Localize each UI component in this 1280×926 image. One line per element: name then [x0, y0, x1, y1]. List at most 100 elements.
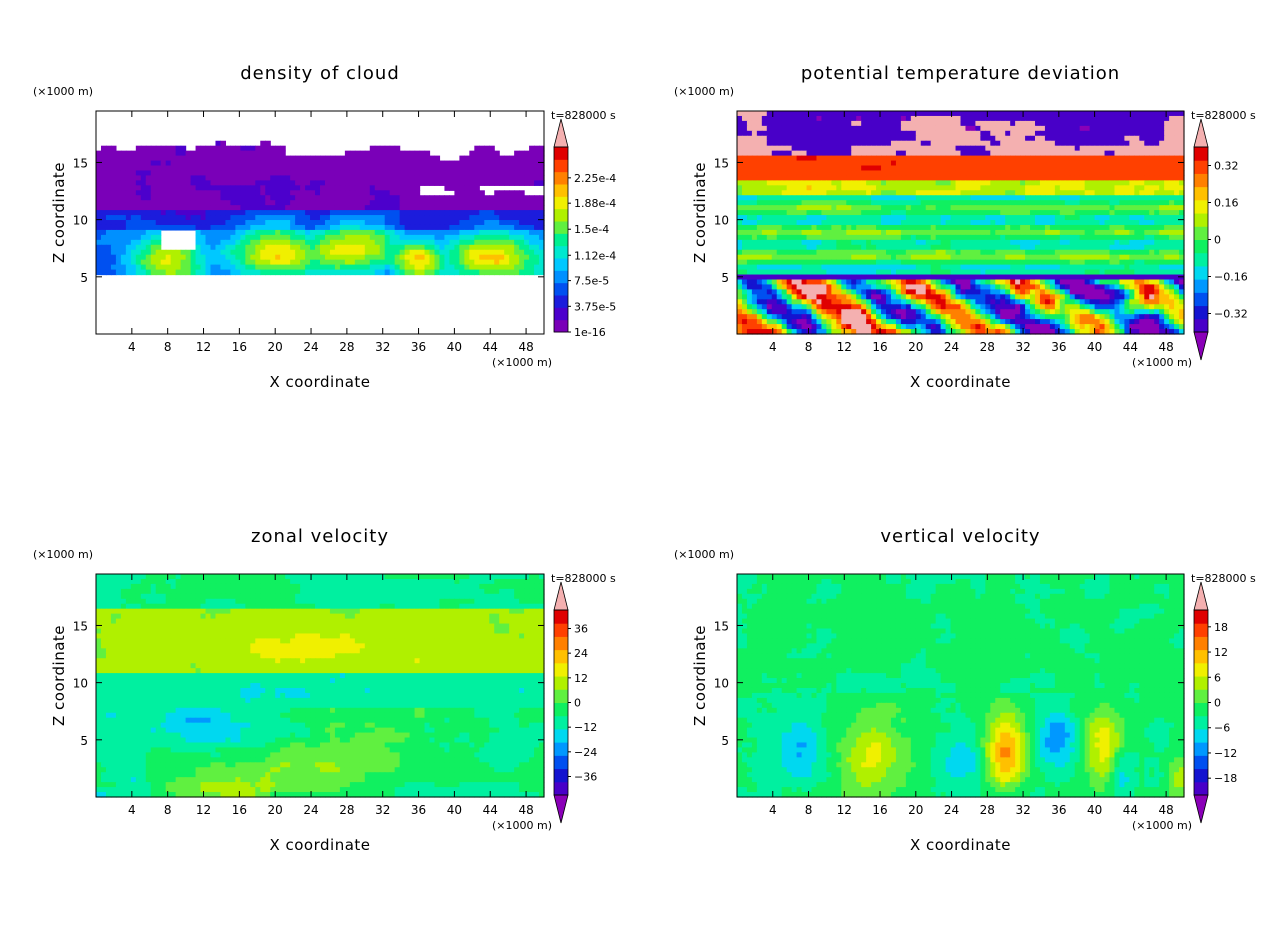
heatmap-cell — [905, 215, 912, 221]
heatmap-cell — [1149, 215, 1155, 221]
heatmap-cell — [1030, 155, 1036, 162]
heatmap-cell — [504, 215, 510, 221]
heatmap-cell — [975, 254, 981, 261]
heatmap-cell — [806, 111, 813, 117]
heatmap-cell — [469, 215, 475, 221]
heatmap-cell — [881, 234, 887, 241]
heatmap-cell — [1134, 140, 1140, 147]
heatmap-cell — [484, 150, 490, 157]
heatmap-cell — [339, 249, 346, 256]
heatmap-cell — [1134, 125, 1140, 132]
heatmap-cell — [856, 239, 862, 246]
heatmap-cell — [766, 185, 773, 191]
heatmap-cell — [250, 224, 256, 231]
heatmap-cell — [464, 155, 470, 162]
heatmap-cell — [761, 140, 768, 147]
heatmap-cell — [1015, 195, 1021, 201]
heatmap-cell — [836, 244, 842, 251]
heatmap-cell — [816, 160, 823, 167]
heatmap-cell — [115, 244, 122, 251]
heatmap-cell — [851, 224, 857, 231]
heatmap-cell — [324, 239, 331, 246]
heatmap-cell — [115, 150, 122, 157]
heatmap-cell — [494, 269, 500, 276]
heatmap-cell — [940, 111, 947, 117]
heatmap-cell — [930, 111, 937, 117]
heatmap-cell — [125, 160, 132, 167]
heatmap-cell — [1069, 220, 1076, 226]
heatmap-cell — [484, 175, 490, 181]
heatmap-cell — [280, 150, 286, 157]
heatmap-cell — [975, 111, 981, 117]
heatmap-cell — [235, 170, 241, 177]
heatmap-cell — [389, 155, 396, 162]
heatmap-cell — [1114, 244, 1121, 251]
heatmap-cell — [1074, 210, 1081, 216]
heatmap-cell — [409, 200, 416, 206]
y-unit-label: (×1000 m) — [33, 85, 93, 98]
heatmap-cell — [1144, 224, 1150, 231]
heatmap-cell — [379, 195, 386, 201]
heatmap-cell — [519, 180, 525, 186]
heatmap-cell — [120, 224, 127, 231]
heatmap-cell — [290, 205, 296, 211]
heatmap-cell — [1030, 140, 1036, 147]
heatmap-cell — [354, 259, 361, 266]
heatmap-cell — [1119, 205, 1125, 211]
heatmap-cell — [419, 220, 426, 226]
heatmap-cell — [866, 220, 872, 226]
heatmap-cell — [861, 170, 867, 177]
heatmap-cell — [1169, 180, 1175, 186]
heatmap-cell — [344, 170, 351, 177]
heatmap-cell — [811, 210, 818, 216]
heatmap-cell — [741, 185, 748, 191]
heatmap-cell — [1079, 190, 1086, 196]
heatmap-cell — [1129, 210, 1135, 216]
heatmap-cell — [950, 185, 957, 191]
heatmap-cell — [1144, 145, 1150, 152]
heatmap-cell — [140, 239, 147, 246]
heatmap-cell — [1174, 135, 1180, 142]
heatmap-cell — [995, 229, 1001, 236]
heatmap-cell — [876, 160, 882, 167]
heatmap-cell — [990, 215, 996, 221]
heatmap-cell — [429, 180, 436, 186]
heatmap-cell — [175, 269, 182, 276]
heatmap-cell — [1149, 239, 1155, 246]
heatmap-cell — [155, 254, 162, 261]
heatmap-cell — [881, 224, 887, 231]
heatmap-cell — [414, 244, 421, 251]
heatmap-cell — [895, 115, 902, 122]
heatmap-cell — [255, 254, 261, 261]
heatmap-cell — [955, 165, 962, 172]
heatmap-cell — [776, 115, 783, 122]
heatmap-cell — [821, 200, 827, 206]
heatmap-cell — [1059, 165, 1066, 172]
heatmap-cell — [1109, 254, 1116, 261]
heatmap-cell — [135, 210, 142, 216]
heatmap-cell — [1094, 249, 1101, 256]
heatmap-cell — [305, 170, 311, 177]
heatmap-cell — [1000, 185, 1006, 191]
heatmap-cell — [449, 175, 455, 181]
heatmap-cell — [816, 254, 823, 261]
heatmap-cell — [175, 249, 182, 256]
heatmap-cell — [786, 244, 793, 251]
heatmap-cell — [125, 215, 132, 221]
heatmap-cell — [1139, 140, 1145, 147]
heatmap-cell — [369, 200, 376, 206]
heatmap-cell — [786, 254, 793, 261]
heatmap-cell — [920, 224, 927, 231]
heatmap-cell — [1079, 150, 1086, 157]
heatmap-cell — [245, 269, 251, 276]
heatmap-cell — [861, 111, 867, 117]
heatmap-cell — [320, 180, 326, 186]
heatmap-cell — [1049, 135, 1056, 142]
heatmap-cell — [220, 180, 227, 186]
heatmap-cell — [474, 180, 480, 186]
heatmap-cell — [454, 210, 460, 216]
heatmap-cell — [955, 140, 962, 147]
heatmap-cell — [534, 160, 540, 167]
heatmap-cell — [290, 200, 296, 206]
heatmap-cell — [1169, 249, 1175, 256]
